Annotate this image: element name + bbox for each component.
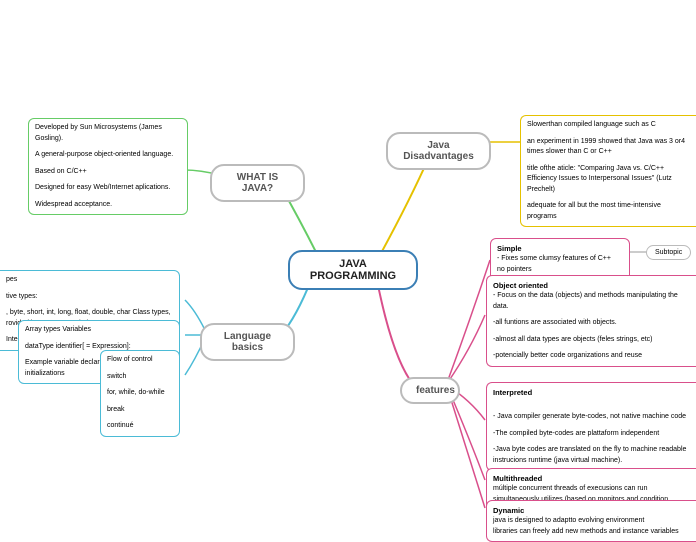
disadv-bullets: Slowerthan compiled language such as C a… — [520, 115, 696, 227]
disadv-label: Java Disadvantages — [403, 140, 474, 162]
center-label: JAVA PROGRAMMING — [310, 258, 396, 282]
lang-b3: Flow of control switch for, while, do-wh… — [100, 350, 180, 437]
feature-interp: Interpreted - Java compiler generate byt… — [486, 382, 696, 471]
node-whatis[interactable]: WHAT IS JAVA? — [210, 164, 305, 202]
feature-dynamic: Dynamic java is designed to adaptto evol… — [486, 500, 696, 542]
features-label: features — [416, 385, 455, 396]
lang-label: Language basics — [224, 331, 271, 353]
whatis-label: WHAT IS JAVA? — [237, 172, 278, 194]
node-langbasics[interactable]: Language basics — [200, 323, 295, 361]
center-node[interactable]: JAVA PROGRAMMING — [288, 250, 418, 290]
node-disadvantages[interactable]: Java Disadvantages — [386, 132, 491, 170]
node-features[interactable]: features — [400, 377, 460, 404]
whatis-bullets: Developed by Sun Microsystems (James Gos… — [28, 118, 188, 215]
subtopic-node[interactable]: Subtopic — [646, 245, 691, 260]
feature-oo: Object oriented - Focus on the data (obj… — [486, 275, 696, 367]
